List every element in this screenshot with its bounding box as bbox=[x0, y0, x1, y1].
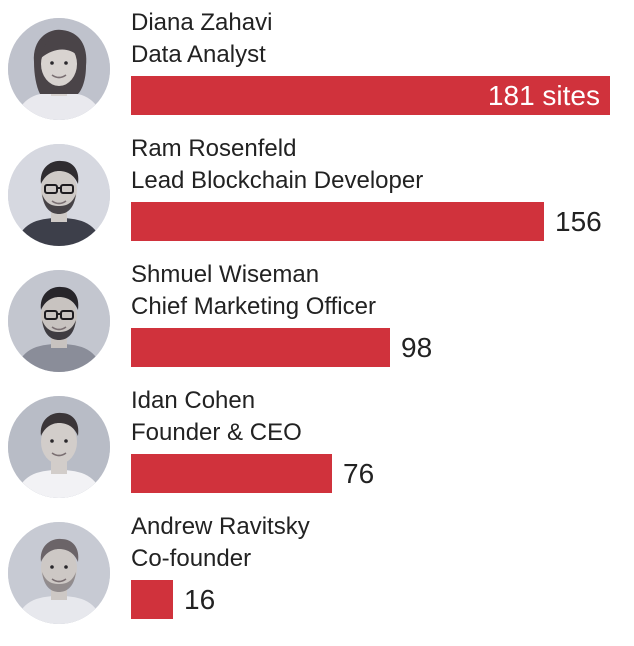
person-name: Andrew Ravitsky bbox=[131, 513, 310, 540]
person-name: Idan Cohen bbox=[131, 387, 256, 414]
chart-row: Shmuel Wiseman Chief Marketing Officer 98 bbox=[0, 252, 634, 378]
data-label: 181 sites bbox=[487, 80, 600, 111]
bearded-man-portrait-icon bbox=[8, 522, 110, 624]
data-label: 76 bbox=[343, 458, 375, 489]
man-with-glasses-portrait-icon bbox=[8, 144, 110, 246]
chart-row: Andrew Ravitsky Co-founder 16 bbox=[0, 504, 634, 630]
data-label: 156 bbox=[555, 206, 602, 237]
bar bbox=[131, 454, 332, 493]
person-role: Founder & CEO bbox=[131, 419, 302, 446]
person-role: Chief Marketing Officer bbox=[131, 293, 376, 320]
person-name: Ram Rosenfeld bbox=[131, 135, 297, 162]
person-role: Data Analyst bbox=[131, 41, 266, 68]
person-role: Co-founder bbox=[131, 545, 252, 572]
bar bbox=[131, 328, 390, 367]
bar bbox=[131, 580, 173, 619]
woman-portrait-icon bbox=[8, 18, 110, 120]
person-role: Lead Blockchain Developer bbox=[131, 167, 424, 194]
data-label: 16 bbox=[184, 584, 216, 615]
man-with-glasses-beard-portrait-icon bbox=[8, 270, 110, 372]
bar bbox=[131, 202, 544, 241]
smiling-man-portrait-icon bbox=[8, 396, 110, 498]
chart-row: Idan Cohen Founder & CEO 76 bbox=[0, 378, 634, 504]
data-label: 98 bbox=[401, 332, 433, 363]
bar bbox=[131, 76, 610, 115]
chart-row: Diana Zahavi Data Analyst 181 sites bbox=[0, 0, 634, 126]
person-name: Diana Zahavi bbox=[131, 9, 273, 36]
chart-row: Ram Rosenfeld Lead Blockchain Developer 15… bbox=[0, 126, 634, 252]
person-name: Shmuel Wiseman bbox=[131, 261, 320, 288]
